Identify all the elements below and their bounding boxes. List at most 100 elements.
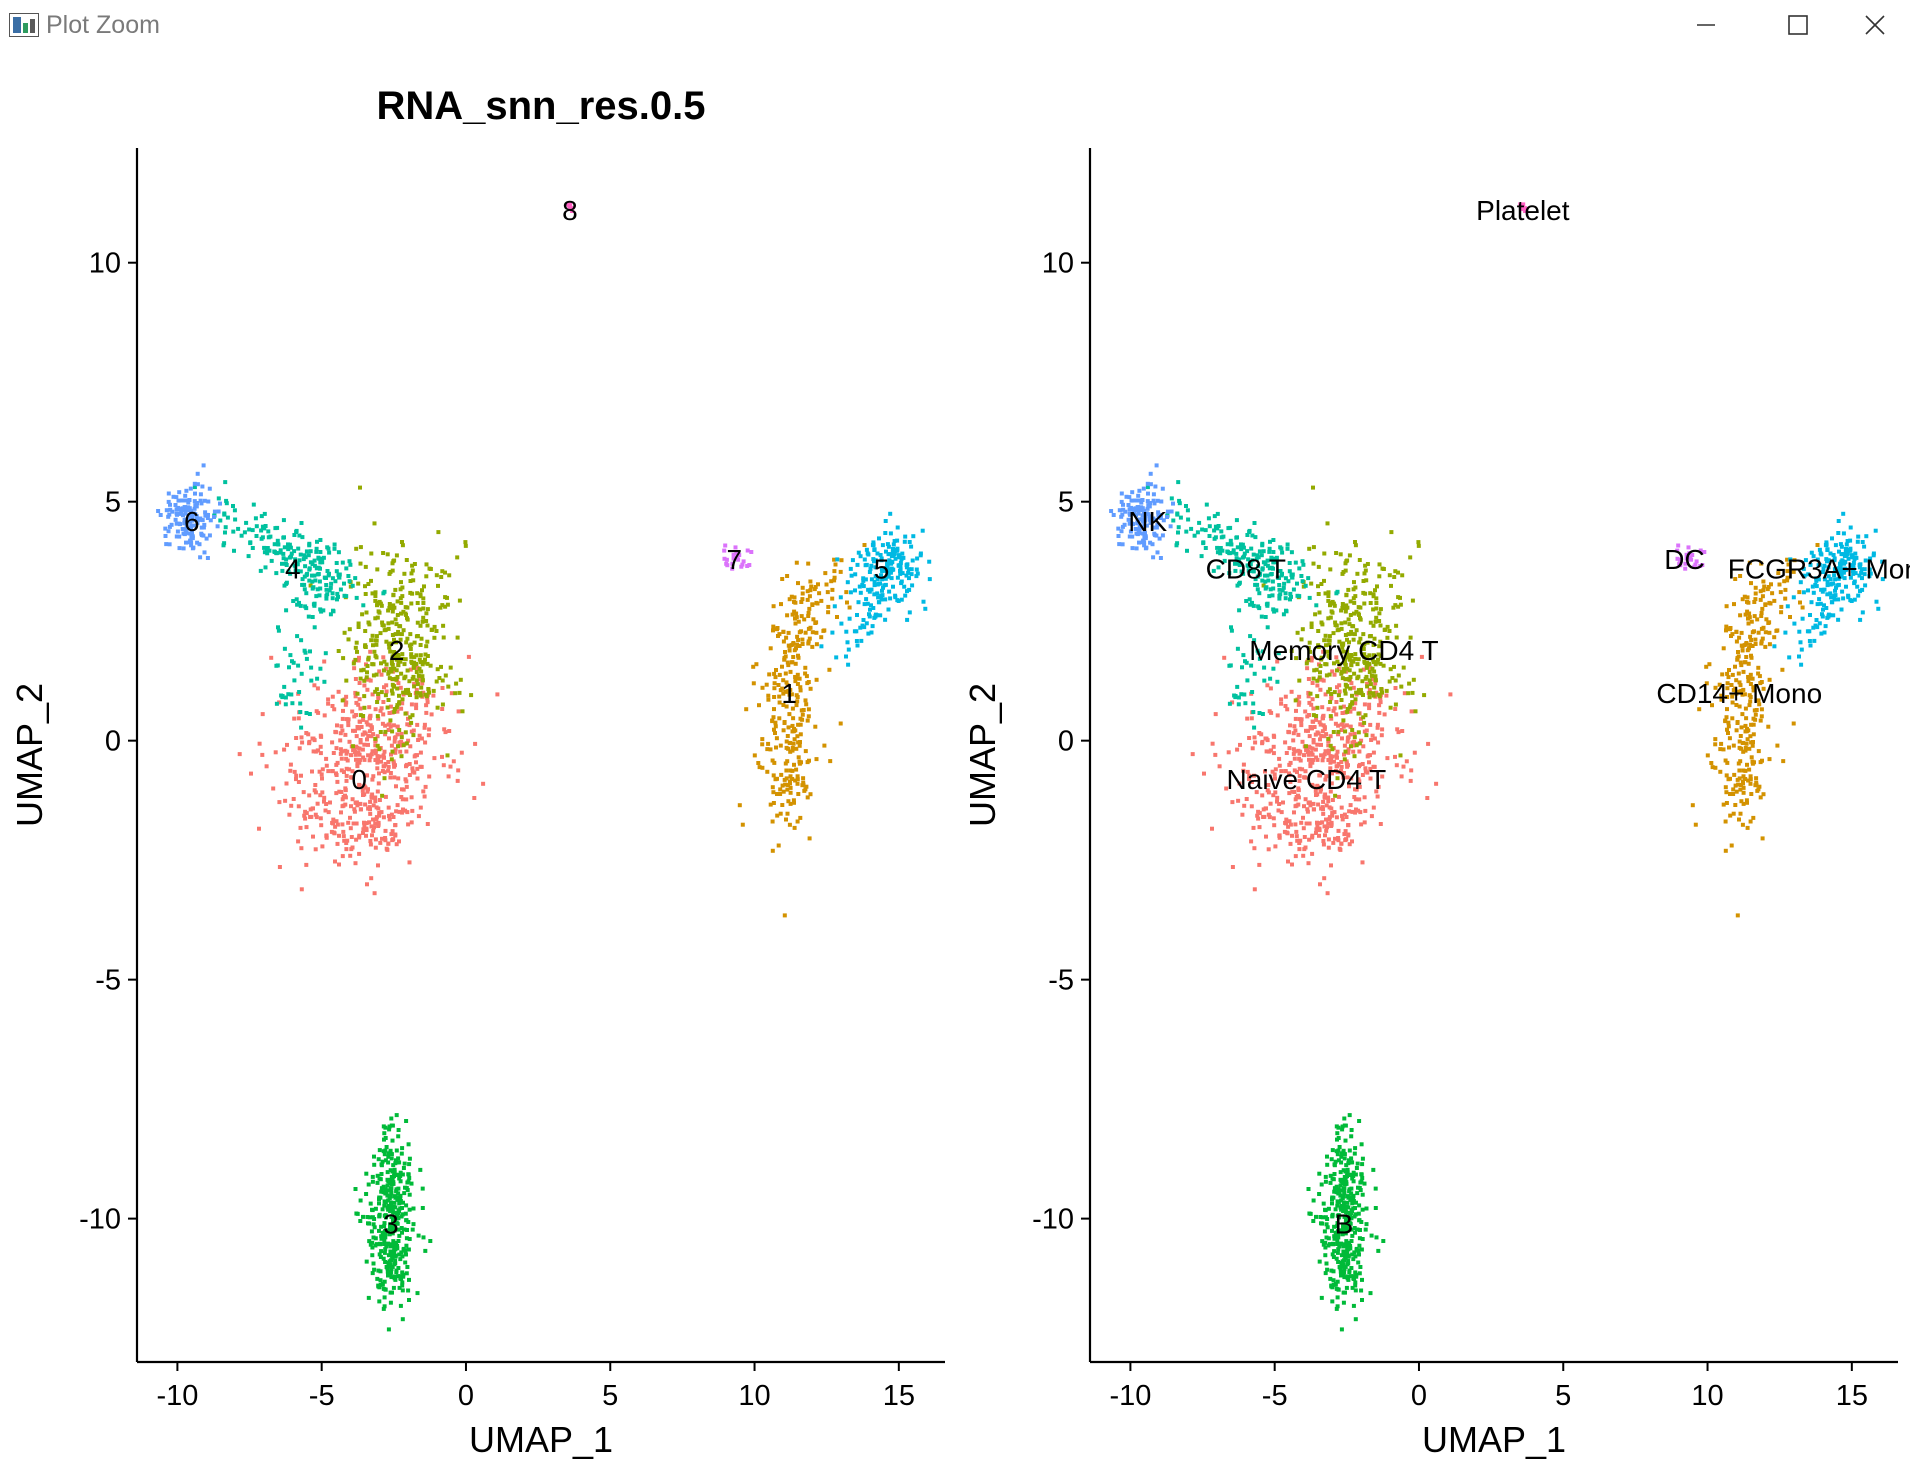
- data-point: [873, 574, 878, 579]
- data-point: [402, 1161, 407, 1166]
- data-point: [1364, 578, 1369, 583]
- minimize-button[interactable]: [1660, 0, 1752, 50]
- data-point: [772, 695, 777, 699]
- data-point: [325, 569, 330, 573]
- data-point: [1249, 663, 1254, 668]
- data-point: [1335, 1203, 1340, 1208]
- data-point: [1288, 597, 1292, 602]
- maximize-button[interactable]: [1752, 0, 1844, 50]
- data-point: [1726, 675, 1731, 680]
- data-point: [340, 854, 345, 859]
- data-point: [817, 591, 822, 596]
- data-point: [1851, 567, 1856, 572]
- data-point: [884, 549, 888, 554]
- data-point: [358, 713, 363, 718]
- data-point: [1374, 615, 1379, 620]
- data-point: [405, 605, 410, 610]
- data-point: [415, 753, 419, 758]
- data-point: [334, 561, 339, 565]
- data-point: [308, 549, 313, 554]
- data-point: [1377, 562, 1382, 567]
- data-point: [1267, 594, 1272, 599]
- data-point: [182, 517, 187, 522]
- data-point: [409, 601, 414, 606]
- data-point: [905, 589, 909, 594]
- data-point: [808, 588, 813, 593]
- data-point: [1135, 505, 1140, 510]
- data-point: [312, 563, 317, 568]
- data-point: [1352, 671, 1357, 676]
- close-button[interactable]: [1844, 0, 1910, 50]
- data-point: [390, 749, 395, 754]
- x-tick-label: 10: [738, 1380, 770, 1412]
- data-point: [1161, 518, 1166, 523]
- data-point: [1382, 712, 1387, 717]
- data-point: [1694, 559, 1699, 564]
- data-point: [284, 580, 289, 585]
- data-point: [1351, 743, 1356, 748]
- data-point: [341, 829, 346, 834]
- data-point: [379, 661, 383, 666]
- data-point: [1743, 723, 1748, 728]
- data-point: [166, 514, 171, 519]
- data-point: [311, 749, 316, 754]
- data-point: [315, 676, 320, 681]
- data-point: [1330, 669, 1335, 674]
- data-point: [302, 648, 307, 653]
- data-point: [1297, 847, 1302, 852]
- data-point: [794, 560, 799, 565]
- data-point: [1321, 1201, 1326, 1206]
- data-point: [1342, 1152, 1347, 1157]
- data-point: [1306, 657, 1311, 662]
- data-point: [1342, 659, 1347, 664]
- data-point: [418, 660, 423, 665]
- data-point: [389, 1186, 394, 1191]
- data-point: [1341, 704, 1346, 709]
- data-point: [1371, 805, 1376, 810]
- data-point: [1147, 514, 1152, 519]
- data-point: [1806, 572, 1811, 577]
- data-point: [876, 581, 881, 586]
- data-point: [286, 692, 291, 697]
- data-point: [1352, 795, 1357, 799]
- data-point: [1154, 525, 1159, 530]
- data-point: [1283, 704, 1288, 708]
- data-point: [1395, 727, 1400, 732]
- data-point: [1826, 574, 1831, 579]
- data-point: [419, 685, 424, 690]
- cluster-label: FCGR3A+ Mono: [1728, 554, 1910, 585]
- data-point: [387, 642, 392, 647]
- data-point: [1319, 620, 1324, 625]
- data-point: [379, 1234, 384, 1239]
- data-point: [1254, 557, 1259, 562]
- data-point: [1257, 825, 1262, 830]
- data-point: [1817, 621, 1822, 626]
- data-point: [1368, 722, 1373, 727]
- data-point: [378, 1195, 383, 1200]
- data-point: [390, 837, 395, 842]
- data-point: [1749, 619, 1754, 624]
- data-point: [797, 743, 802, 748]
- data-point: [404, 558, 409, 562]
- data-point: [1294, 834, 1299, 839]
- data-point: [218, 501, 222, 506]
- data-point: [407, 860, 412, 865]
- data-point: [408, 579, 413, 583]
- data-point: [400, 810, 405, 815]
- data-point: [907, 540, 912, 544]
- data-point: [1310, 752, 1315, 757]
- data-point: [365, 687, 370, 692]
- data-point: [1184, 529, 1189, 534]
- data-point: [1335, 1224, 1340, 1229]
- data-point: [177, 546, 182, 551]
- data-point: [1756, 671, 1761, 676]
- data-point: [1264, 602, 1269, 607]
- data-point: [768, 802, 773, 807]
- data-point: [1356, 611, 1361, 616]
- data-point: [361, 827, 366, 832]
- data-point: [872, 583, 877, 588]
- data-point: [195, 482, 200, 487]
- data-point: [1310, 697, 1315, 702]
- data-point: [1849, 553, 1854, 558]
- data-point: [391, 1163, 396, 1168]
